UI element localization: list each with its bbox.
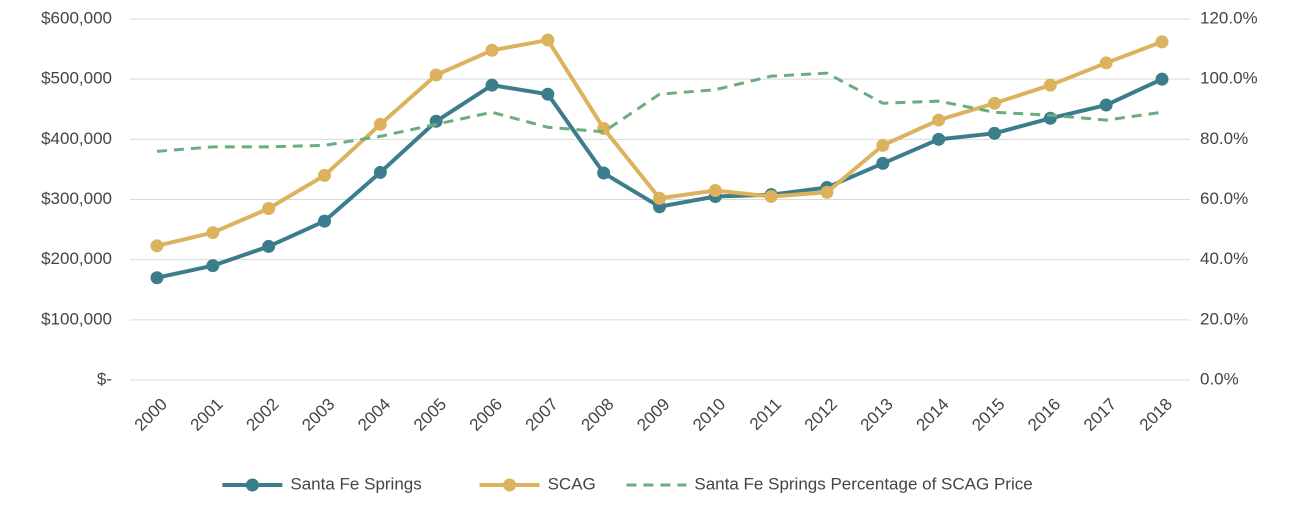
point xyxy=(932,132,946,146)
y2-tick-label: 40.0% xyxy=(1200,249,1248,268)
point xyxy=(373,117,387,131)
x-tick-label: 2003 xyxy=(298,395,338,435)
y-tick-label: $200,000 xyxy=(41,249,112,268)
x-tick-label: 2012 xyxy=(801,395,841,435)
point xyxy=(876,156,890,170)
point xyxy=(876,138,890,152)
x-tick-label: 2000 xyxy=(131,395,171,435)
x-tick-label: 2013 xyxy=(857,395,897,435)
y2-tick-label: 120.0% xyxy=(1200,8,1258,27)
point xyxy=(318,214,331,228)
x-tick-label: 2008 xyxy=(577,395,617,435)
series-line xyxy=(156,71,1163,153)
point xyxy=(597,122,611,136)
y2-tick-label: 80.0% xyxy=(1200,129,1248,148)
point xyxy=(1155,35,1169,49)
x-tick-label: 2015 xyxy=(968,395,1008,435)
y2-tick-label: 20.0% xyxy=(1200,309,1248,328)
point xyxy=(653,191,666,205)
point xyxy=(541,33,555,47)
point xyxy=(262,202,276,216)
point xyxy=(206,226,220,240)
point xyxy=(1099,98,1113,112)
y2-tick-label: 0.0% xyxy=(1200,369,1239,388)
y-tick-label: $300,000 xyxy=(41,189,112,208)
point xyxy=(1043,111,1057,125)
y2-tick-label: 100.0% xyxy=(1200,69,1258,88)
point xyxy=(988,96,1001,110)
point xyxy=(1099,56,1113,70)
point xyxy=(485,43,499,57)
x-tick-label: 2011 xyxy=(746,395,785,434)
point xyxy=(1043,78,1057,92)
legend-marker xyxy=(503,478,517,492)
x-tick-label: 2018 xyxy=(1136,395,1176,435)
point xyxy=(541,87,555,101)
point xyxy=(206,259,220,273)
x-tick-label: 2017 xyxy=(1080,395,1120,435)
x-tick-label: 2001 xyxy=(187,395,227,435)
point xyxy=(150,271,164,285)
point xyxy=(262,239,276,253)
y2-tick-label: 60.0% xyxy=(1200,189,1248,208)
point xyxy=(373,165,387,179)
point xyxy=(1155,72,1169,86)
y-tick-label: $600,000 xyxy=(41,8,112,27)
point xyxy=(485,78,499,92)
y-tick-label: $500,000 xyxy=(41,69,112,88)
series-line xyxy=(156,77,1163,280)
legend-label: Santa Fe Springs xyxy=(290,474,421,493)
x-tick-label: 2010 xyxy=(689,395,729,435)
point xyxy=(597,166,611,180)
x-tick-label: 2016 xyxy=(1024,395,1064,435)
x-tick-label: 2007 xyxy=(522,395,562,435)
point xyxy=(708,183,722,197)
x-tick-label: 2006 xyxy=(466,395,506,435)
point xyxy=(764,189,778,203)
point xyxy=(429,68,443,82)
point xyxy=(150,239,164,253)
point xyxy=(820,185,834,199)
point xyxy=(318,168,331,182)
y-tick-label: $400,000 xyxy=(41,129,112,148)
legend-label: Santa Fe Springs Percentage of SCAG Pric… xyxy=(694,474,1032,493)
point xyxy=(932,113,946,127)
x-tick-label: 2002 xyxy=(242,395,282,435)
legend-label: SCAG xyxy=(548,474,596,493)
legend-marker xyxy=(245,478,259,492)
y-tick-label: $100,000 xyxy=(41,309,112,328)
x-tick-label: 2014 xyxy=(912,395,952,435)
x-tick-label: 2009 xyxy=(633,395,673,435)
x-tick-label: 2004 xyxy=(354,395,394,435)
x-tick-label: 2005 xyxy=(410,395,450,435)
point xyxy=(988,126,1001,140)
series-line xyxy=(156,38,1163,248)
y-tick-label: $- xyxy=(97,369,112,388)
